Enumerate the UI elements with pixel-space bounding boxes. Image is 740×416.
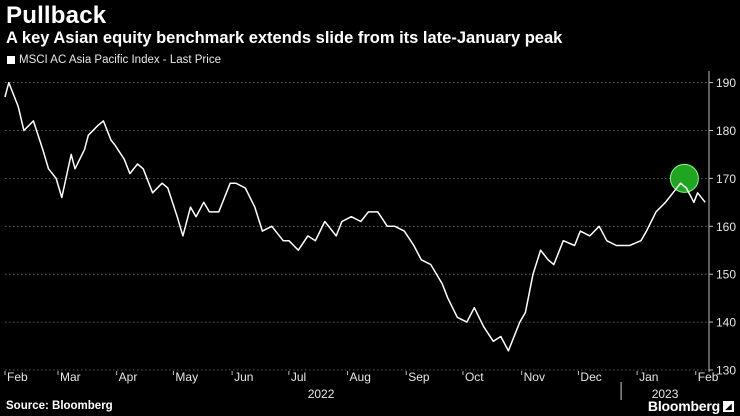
x-tick-label: Aug <box>350 370 371 384</box>
x-tick-label: Jan <box>639 370 658 384</box>
x-tick-label: Nov <box>524 370 545 384</box>
y-tick-label: 140 <box>716 316 736 330</box>
x-tick-label: May <box>175 370 198 384</box>
x-tick-label: Oct <box>465 370 484 384</box>
y-tick-label: 180 <box>716 124 736 138</box>
x-tick-label: Mar <box>60 370 81 384</box>
x-tick-label: Sep <box>408 370 430 384</box>
chart-title: Pullback <box>6 2 107 29</box>
legend: MSCI AC Asia Pacific Index - Last Price <box>7 54 221 66</box>
series-line-msci-ac-asia-pacific <box>4 81 706 352</box>
source-note: Source: Bloomberg <box>6 400 113 412</box>
y-tick-label: 170 <box>716 172 736 186</box>
y-tick-label: 190 <box>716 76 736 90</box>
y-tick-label: 130 <box>716 364 736 378</box>
x-tick-label: Jul <box>291 370 306 384</box>
bloomberg-badge-icon: ◢ <box>723 400 734 412</box>
bloomberg-logo: Bloomberg ◢ <box>648 398 734 414</box>
x-tick-label: Feb <box>7 370 28 384</box>
legend-label: MSCI AC Asia Pacific Index - Last Price <box>19 54 221 66</box>
y-tick-label: 150 <box>716 268 736 282</box>
x-tick-label: Dec <box>580 370 601 384</box>
year-label-2022: 2022 <box>308 387 335 401</box>
chart-subtitle: A key Asian equity benchmark extends sli… <box>6 29 563 47</box>
x-tick-label: Feb <box>698 370 719 384</box>
peak-highlight-circle <box>669 163 699 193</box>
x-tick-label: Jun <box>234 370 253 384</box>
y-tick-label: 160 <box>716 220 736 234</box>
year-label-2023: 2023 <box>652 387 679 401</box>
x-tick-label: Apr <box>119 370 138 384</box>
legend-swatch <box>7 56 15 64</box>
brand-label: Bloomberg <box>647 398 720 414</box>
